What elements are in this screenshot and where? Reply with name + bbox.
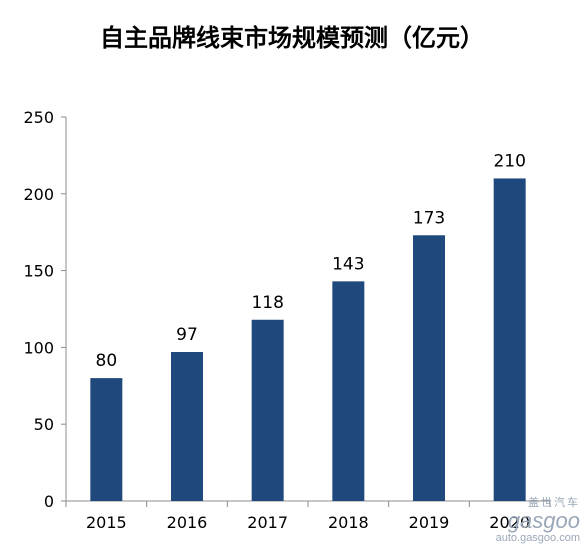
y-tick-label: 250 [23, 108, 54, 127]
bar [493, 178, 526, 501]
y-tick-label: 150 [23, 262, 54, 281]
watermark: 盖世汽车 gasgoo auto.gasgoo.com [496, 494, 580, 544]
data-label: 80 [96, 351, 118, 371]
data-label: 210 [493, 151, 525, 171]
y-tick-label: 100 [23, 338, 54, 357]
x-tick-label: 2016 [167, 513, 208, 532]
data-label: 143 [332, 254, 364, 274]
data-labels: 80 97 118 143 173 210 [96, 151, 526, 371]
y-tick-label: 200 [23, 185, 54, 204]
x-axis: 2015 2016 2017 2018 2019 2020 [65, 500, 551, 532]
data-label: 97 [176, 325, 198, 345]
y-tick-label: 0 [44, 492, 54, 511]
y-axis: 0 50 100 150 200 250 [23, 108, 67, 511]
bars [90, 178, 526, 501]
chart-title: 自主品牌线束市场规模预测（亿元） [100, 24, 484, 52]
data-label: 173 [413, 208, 445, 228]
x-tick-label: 2019 [409, 513, 450, 532]
watermark-chinese: 盖世汽车 [528, 497, 580, 509]
watermark-url: auto.gasgoo.com [495, 532, 580, 544]
watermark-brand: gasgoo [507, 508, 580, 533]
bar [90, 378, 123, 501]
y-tick-label: 50 [34, 415, 54, 434]
bar [171, 352, 203, 501]
bar [251, 319, 284, 501]
data-label: 118 [251, 293, 283, 313]
x-tick-label: 2017 [247, 513, 288, 532]
bar [332, 281, 365, 501]
x-tick-label: 2020 [489, 513, 530, 532]
x-tick-label: 2018 [328, 513, 369, 532]
bar [413, 235, 445, 501]
x-tick-label: 2015 [86, 513, 127, 532]
